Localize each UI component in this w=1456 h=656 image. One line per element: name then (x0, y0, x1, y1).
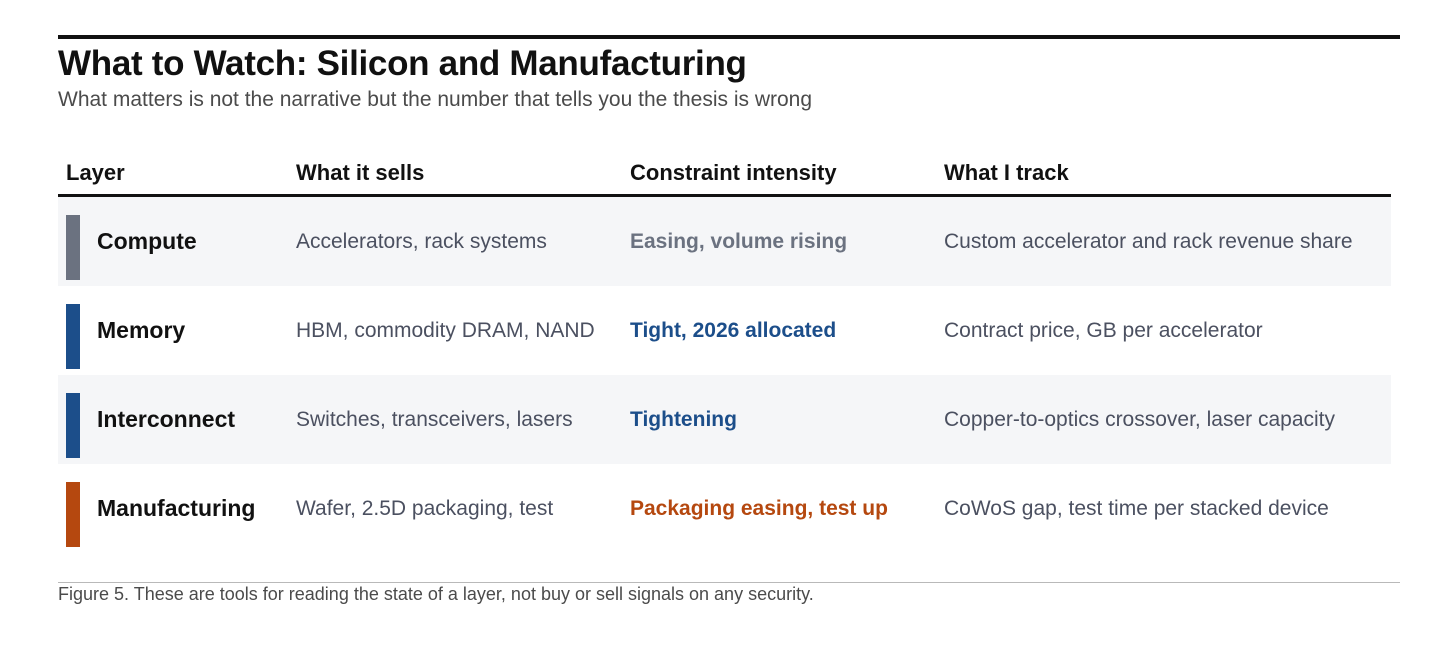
layer-name: Manufacturing (97, 495, 256, 521)
layer-color-bar (66, 304, 80, 369)
table-header: Layer What it sells Constraint intensity… (58, 150, 1391, 197)
what-it-sells: Accelerators, rack systems (296, 229, 547, 253)
layer-name: Compute (97, 228, 197, 254)
constraint-intensity: Tight, 2026 allocated (630, 318, 837, 342)
watch-table: Layer What it sells Constraint intensity… (58, 150, 1391, 553)
constraint-intensity: Packaging easing, test up (630, 496, 888, 520)
constraint-intensity: Tightening (630, 407, 737, 431)
what-it-sells: Wafer, 2.5D packaging, test (296, 496, 554, 520)
table-row: Memory HBM, commodity DRAM, NAND Tight, … (58, 286, 1391, 375)
header-what-it-sells: What it sells (296, 160, 425, 185)
layer-name: Interconnect (97, 406, 236, 432)
what-i-track: CoWoS gap, test time per stacked device (944, 496, 1329, 520)
what-i-track: Contract price, GB per accelerator (944, 318, 1263, 342)
top-rule (58, 35, 1400, 39)
layer-name: Memory (97, 317, 186, 343)
table-row: Interconnect Switches, transceivers, las… (58, 375, 1391, 464)
layer-color-bar (66, 215, 80, 280)
what-i-track: Custom accelerator and rack revenue shar… (944, 229, 1353, 253)
page-subtitle: What matters is not the narrative but th… (58, 88, 813, 111)
page-title: What to Watch: Silicon and Manufacturing (58, 44, 747, 83)
what-i-track: Copper-to-optics crossover, laser capaci… (944, 407, 1335, 431)
what-it-sells: HBM, commodity DRAM, NAND (296, 318, 595, 342)
figure-caption: Figure 5. These are tools for reading th… (58, 584, 814, 604)
header-constraint-intensity: Constraint intensity (630, 160, 837, 185)
constraint-intensity: Easing, volume rising (630, 229, 848, 253)
header-what-i-track: What I track (944, 160, 1069, 185)
bottom-rule (58, 582, 1400, 583)
header-layer: Layer (66, 160, 125, 185)
table-row: Manufacturing Wafer, 2.5D packaging, tes… (58, 464, 1391, 553)
what-it-sells: Switches, transceivers, lasers (296, 407, 573, 431)
layer-color-bar (66, 393, 80, 458)
layer-color-bar (66, 482, 80, 547)
table-row: Compute Accelerators, rack systems Easin… (58, 197, 1391, 286)
